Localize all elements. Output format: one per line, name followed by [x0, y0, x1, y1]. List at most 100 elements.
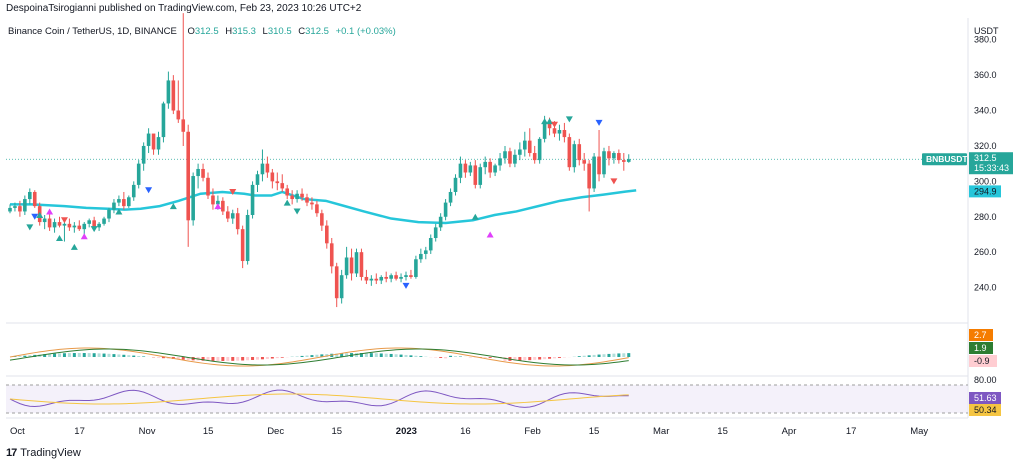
macd-histogram-bar — [122, 354, 126, 357]
candle-body — [131, 184, 136, 198]
signal-up-triangle — [169, 203, 177, 210]
x-tick-label: 15 — [332, 426, 343, 437]
candle-body — [310, 202, 314, 205]
candle-body — [13, 206, 17, 208]
rsi-badge-value: 51.63 — [974, 393, 997, 403]
candle-body — [488, 161, 492, 173]
candle-body — [592, 156, 596, 189]
candle-body — [196, 168, 200, 177]
candle-body — [112, 202, 116, 210]
macd-histogram-bar — [117, 354, 121, 357]
x-tick-label: 16 — [460, 426, 471, 437]
signal-badge-value: 1.9 — [974, 343, 987, 353]
legend-open-label: O — [187, 26, 194, 37]
candle-body — [82, 223, 87, 230]
candle-body — [552, 128, 557, 134]
signal-down-triangle — [565, 116, 573, 123]
chart-grid — [6, 18, 969, 419]
macd-histogram-bar — [374, 353, 378, 357]
candle-body — [419, 253, 423, 260]
signal-up-triangle — [471, 213, 479, 220]
candle-body — [374, 278, 379, 281]
hist-badge — [969, 355, 997, 367]
candle-body — [171, 80, 176, 111]
candle-body — [270, 172, 275, 182]
signal-down-triangle — [60, 217, 68, 224]
macd-histogram-bar — [161, 357, 165, 359]
macd-histogram-bar — [216, 357, 220, 361]
macd-histogram-bar — [280, 357, 284, 358]
signal-up-triangle — [486, 231, 494, 238]
x-tick-label: Oct — [10, 426, 25, 437]
macd-histogram-bar — [72, 353, 76, 357]
macd-histogram-bar — [404, 354, 408, 357]
macd-histogram-bar — [488, 357, 492, 358]
candle-body — [354, 252, 359, 274]
macd-signal-line — [9, 348, 629, 366]
x-tick-label: Apr — [782, 426, 797, 437]
candle-body — [42, 218, 47, 223]
macd-histogram-bar — [201, 357, 205, 361]
macd-histogram-bar — [320, 354, 324, 357]
candle-body — [186, 131, 190, 221]
signal-up-triangle — [541, 118, 549, 125]
macd-histogram-bar — [23, 355, 27, 357]
candle-body — [62, 223, 67, 226]
legend-close-label: C — [298, 26, 305, 37]
candle-body — [597, 156, 601, 175]
signal-down-triangle — [402, 282, 410, 289]
candle-body — [57, 222, 62, 226]
macd-histogram-bar — [256, 357, 259, 360]
macd-histogram-bar — [295, 356, 299, 357]
macd-histogram-bar — [548, 357, 552, 359]
legend-low-label: L — [263, 26, 268, 37]
candle-body — [468, 165, 473, 173]
macd-histogram-bar — [231, 357, 235, 361]
footer-branding[interactable]: 17 TradingView — [6, 447, 81, 459]
candle-body — [567, 137, 572, 168]
rsi-badge — [969, 392, 1001, 404]
macd-histogram-bar — [102, 353, 106, 357]
signal-badge — [969, 342, 993, 354]
macd-histogram-bar — [43, 354, 47, 357]
candle-body — [587, 163, 591, 189]
time-axis[interactable]: Oct 17 Nov 15 Dec 15 2023 16 Feb 15 Mar 15 Apr 17 May — [10, 426, 928, 437]
macd-badge-value: 2.7 — [974, 330, 987, 340]
candle-body — [473, 165, 478, 185]
candle-body — [498, 158, 502, 166]
macd-histogram-bar — [389, 353, 393, 357]
candle-body — [428, 238, 433, 251]
macd-histogram-bar — [543, 357, 547, 360]
svg-text:Binance Coin / TetherUS, 1D, B: Binance Coin / TetherUS, 1D, BINANCE O31… — [8, 26, 396, 37]
price-axis[interactable]: USDT 240.0 260.0 280.0 300.0 320.0 340.0 360.0 3… — [922, 26, 1013, 293]
legend-high-label: H — [225, 26, 232, 37]
candle-body — [364, 276, 369, 281]
y-tick-label: 300.0 — [974, 176, 997, 186]
macd-histogram-bar — [518, 357, 522, 361]
macd-histogram-bar — [127, 355, 131, 357]
candle-body — [28, 191, 32, 200]
macd-histogram-bar — [345, 353, 349, 357]
signal-up-triangle — [70, 243, 78, 250]
candle-body — [320, 213, 324, 226]
macd-histogram-bar — [340, 353, 344, 357]
chart-legend: Binance Coin / TetherUS, 1D, BINANCE O31… — [8, 26, 396, 37]
macd-histogram-bar — [523, 357, 527, 361]
candle-body — [117, 199, 121, 203]
candle-body — [102, 218, 106, 224]
macd-histogram-bar — [315, 354, 319, 357]
y-tick-label: 240.0 — [974, 283, 997, 293]
symbol-badge-label: BNBUSDT — [926, 154, 968, 164]
macd-histogram-bar — [305, 355, 309, 357]
macd-histogram-bar — [157, 357, 160, 358]
macd-histogram-bar — [582, 355, 586, 357]
signal-up-triangle — [546, 118, 554, 125]
signal-up-triangle — [80, 233, 88, 240]
candle-body — [226, 211, 230, 219]
candle-body — [8, 207, 12, 212]
tradingview-logo-icon: 17 — [6, 447, 17, 459]
macd-histogram-bar — [67, 353, 71, 357]
signal-down-triangle — [229, 188, 237, 195]
candle-body — [67, 223, 72, 228]
